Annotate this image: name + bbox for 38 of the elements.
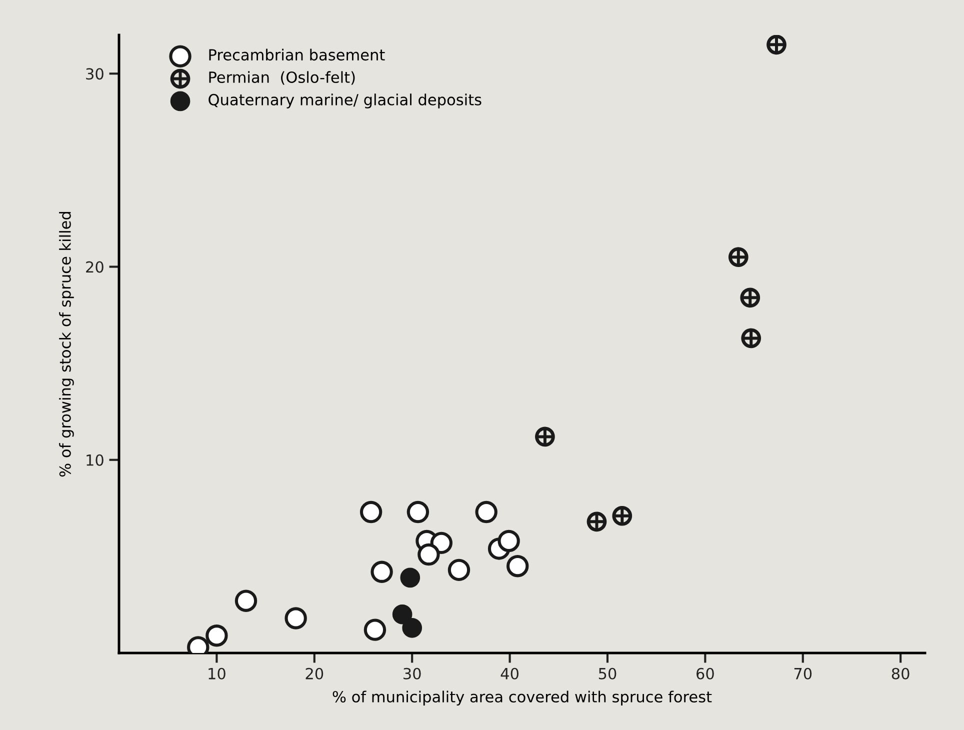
point xyxy=(400,568,420,588)
x-tick-label: 30 xyxy=(404,668,421,680)
point xyxy=(586,512,607,532)
point xyxy=(406,500,430,524)
legend-label: Quaternary marine/ glacial deposits xyxy=(208,94,482,108)
point xyxy=(506,554,529,578)
point xyxy=(370,560,393,583)
point xyxy=(766,35,786,55)
y-axis-title: % of growing stock of spruce killed xyxy=(59,212,74,477)
legend-label: Permian (Oslo-felt) xyxy=(209,71,355,85)
x-axis-title: % of municipality area covered with spruce forest xyxy=(332,690,712,706)
x-tick-label: 10 xyxy=(208,668,226,680)
x-tick-label: 20 xyxy=(306,668,324,680)
x-tick-label: 80 xyxy=(892,668,910,680)
y-tick-label: 10 xyxy=(86,454,104,466)
point xyxy=(728,247,748,268)
x-tick-label: 70 xyxy=(794,668,812,680)
legend-label: Precambrian basement xyxy=(209,48,385,61)
y-tick-label: 30 xyxy=(86,68,104,80)
point xyxy=(498,530,520,552)
x-tick-label: 60 xyxy=(696,668,714,680)
point xyxy=(740,288,760,308)
point xyxy=(364,618,386,641)
point xyxy=(392,604,412,624)
point xyxy=(535,426,555,447)
point xyxy=(284,607,307,630)
x-tick-label: 50 xyxy=(598,668,616,680)
point xyxy=(741,328,762,348)
point xyxy=(612,506,632,526)
point xyxy=(402,618,422,638)
point xyxy=(418,543,440,566)
point xyxy=(234,590,258,612)
point xyxy=(475,500,498,524)
y-tick-label: 20 xyxy=(86,261,104,273)
point xyxy=(448,558,470,582)
x-tick-label: 40 xyxy=(500,668,518,680)
point xyxy=(206,624,228,647)
point xyxy=(360,500,382,524)
